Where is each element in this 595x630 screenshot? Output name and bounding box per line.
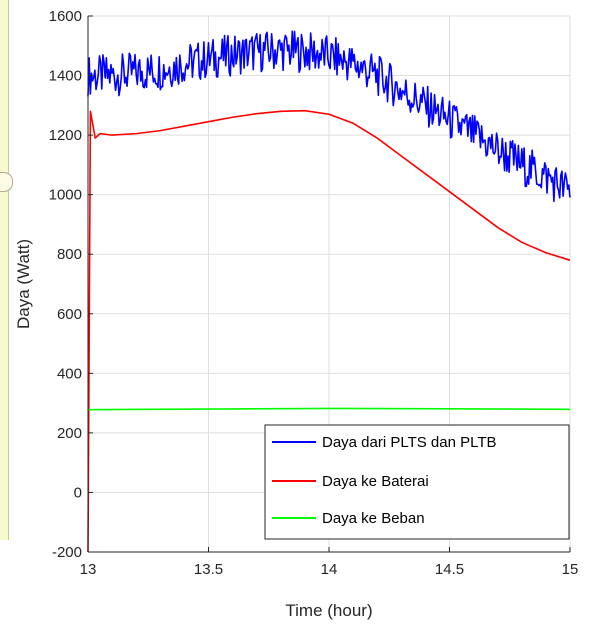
y-tick-label-3: 400 bbox=[57, 365, 82, 382]
y-tick-label-9: 1600 bbox=[49, 8, 82, 25]
x-tick-label-2: 14 bbox=[321, 561, 338, 578]
y-tick-label-8: 1400 bbox=[49, 68, 82, 85]
y-tick-label-7: 1200 bbox=[49, 127, 82, 144]
x-axis-label: Time (hour) bbox=[285, 601, 372, 620]
panel-collapse-handle[interactable] bbox=[0, 172, 13, 192]
series-line-1 bbox=[87, 109, 571, 553]
x-tick-label-3: 14.5 bbox=[435, 561, 464, 578]
y-axis-label: Daya (Watt) bbox=[14, 239, 33, 329]
y-tick-label-5: 800 bbox=[57, 246, 82, 263]
tick-labels: 13 13.5 14 14.5 15 -200 0 200 400 600 800 1000 1200 1… bbox=[49, 8, 579, 578]
series-layer bbox=[87, 30, 571, 553]
x-tick-label-0: 13 bbox=[80, 561, 97, 578]
y-tick-label-1: 0 bbox=[74, 484, 82, 501]
y-tick-label-4: 600 bbox=[57, 306, 82, 323]
axes bbox=[87, 15, 571, 553]
y-tick-label-2: 200 bbox=[57, 425, 82, 442]
legend-label-1: Daya ke Baterai bbox=[322, 473, 429, 490]
x-tick-label-4: 15 bbox=[562, 561, 579, 578]
y-tick-label-6: 1000 bbox=[49, 187, 82, 204]
legend-label-2: Daya ke Beban bbox=[322, 510, 425, 527]
left-side-panel bbox=[0, 0, 9, 540]
legend: Daya dari PLTS dan PLTB Daya ke Baterai … bbox=[264, 424, 570, 540]
x-tick-label-1: 13.5 bbox=[194, 561, 223, 578]
series-line-0 bbox=[87, 30, 571, 203]
y-tick-label-0: -200 bbox=[52, 544, 82, 561]
legend-label-0: Daya dari PLTS dan PLTB bbox=[322, 434, 497, 451]
series-line-2 bbox=[87, 407, 571, 411]
